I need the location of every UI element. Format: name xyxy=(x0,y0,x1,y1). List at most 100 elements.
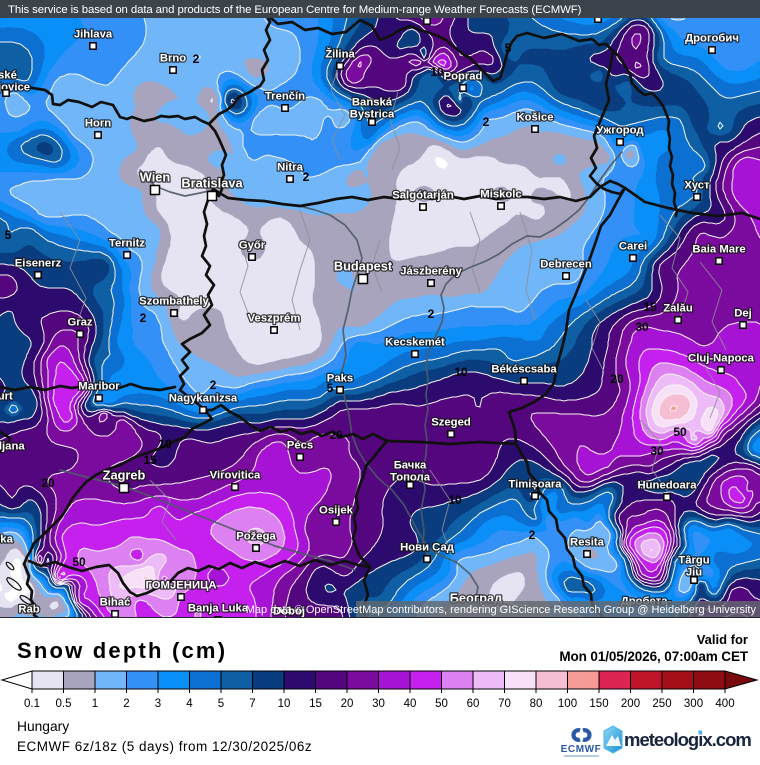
svg-text:60: 60 xyxy=(467,698,480,710)
svg-text:Košice: Košice xyxy=(516,112,553,124)
svg-text:300: 300 xyxy=(684,698,703,710)
svg-text:5: 5 xyxy=(505,41,512,55)
svg-text:50: 50 xyxy=(72,555,86,569)
svg-text:20: 20 xyxy=(329,428,343,442)
svg-text:Ужгород: Ужгород xyxy=(596,125,643,137)
svg-text:0.5: 0.5 xyxy=(56,698,72,710)
svg-text:Hunedoara: Hunedoara xyxy=(637,480,697,492)
svg-text:2: 2 xyxy=(140,311,147,325)
svg-text:15: 15 xyxy=(143,453,157,467)
svg-text:10: 10 xyxy=(278,698,291,710)
svg-text:200: 200 xyxy=(621,698,640,710)
svg-text:10: 10 xyxy=(448,493,462,507)
svg-text:Hungary: Hungary xyxy=(17,719,69,734)
svg-text:oljana: oljana xyxy=(0,441,25,453)
svg-text:Banja Luka: Banja Luka xyxy=(188,603,249,615)
svg-text:30: 30 xyxy=(650,444,664,458)
svg-text:Bystrica: Bystrica xyxy=(350,109,395,121)
svg-text:30: 30 xyxy=(372,698,385,710)
svg-text:Nagykanizsa: Nagykanizsa xyxy=(169,393,238,405)
svg-text:2: 2 xyxy=(483,115,490,129)
svg-text:400: 400 xyxy=(715,698,734,710)
svg-text:20: 20 xyxy=(341,698,354,710)
svg-text:This service is based on data: This service is based on data and produc… xyxy=(8,4,582,16)
svg-text:10: 10 xyxy=(158,437,172,451)
svg-text:Debrecen: Debrecen xyxy=(540,259,592,271)
svg-text:Győr: Győr xyxy=(239,240,266,252)
svg-text:Banská: Banská xyxy=(352,97,393,109)
svg-text:40: 40 xyxy=(404,698,417,710)
svg-text:Jihlava: Jihlava xyxy=(74,29,113,41)
svg-text:30: 30 xyxy=(635,320,649,334)
svg-text:Resita: Resita xyxy=(570,537,605,549)
svg-text:Poprad: Poprad xyxy=(444,71,483,83)
svg-text:4: 4 xyxy=(186,698,193,710)
svg-text:furt: furt xyxy=(0,391,13,403)
svg-text:Žilina: Žilina xyxy=(325,48,355,61)
svg-text:Bihać: Bihać xyxy=(100,597,131,609)
svg-text:Pécs: Pécs xyxy=(287,440,313,452)
svg-text:2: 2 xyxy=(210,378,217,392)
svg-text:Doboj: Doboj xyxy=(273,606,305,618)
svg-text:ské: ské xyxy=(0,70,17,82)
svg-text:2: 2 xyxy=(123,698,129,710)
svg-text:Maribor: Maribor xyxy=(78,381,120,393)
svg-text:Veszprém: Veszprém xyxy=(248,313,301,325)
svg-text:0.1: 0.1 xyxy=(24,698,40,710)
svg-text:Nitra: Nitra xyxy=(277,162,303,174)
svg-text:Timișoara: Timișoara xyxy=(508,479,562,491)
svg-text:2: 2 xyxy=(529,528,536,542)
svg-text:eka: eka xyxy=(0,534,14,546)
svg-text:ECMWF: ECMWF xyxy=(561,744,602,755)
svg-text:15: 15 xyxy=(643,300,657,314)
svg-text:Dej: Dej xyxy=(734,308,752,320)
svg-text:2: 2 xyxy=(193,52,200,66)
svg-text:20: 20 xyxy=(41,476,55,490)
svg-text:Osijek: Osijek xyxy=(319,505,354,517)
svg-text:Zagreb: Zagreb xyxy=(103,468,146,483)
svg-text:Zalău: Zalău xyxy=(663,303,693,315)
svg-text:Jiu: Jiu xyxy=(686,567,702,579)
svg-text:10: 10 xyxy=(430,65,444,79)
svg-text:50: 50 xyxy=(673,425,687,439)
svg-text:Mon 01/05/2026, 07:00am CET: Mon 01/05/2026, 07:00am CET xyxy=(559,649,749,664)
svg-text:1: 1 xyxy=(92,698,98,710)
svg-text:Rab: Rab xyxy=(18,604,39,616)
svg-text:Ternitz: Ternitz xyxy=(109,238,146,250)
svg-text:2: 2 xyxy=(428,307,435,321)
svg-text:Szombathely: Szombathely xyxy=(139,296,209,308)
svg-text:Brno: Brno xyxy=(160,53,186,65)
svg-text:meteologix.com: meteologix.com xyxy=(624,729,751,750)
svg-text:Bratislava: Bratislava xyxy=(181,176,243,191)
svg-text:5: 5 xyxy=(5,228,12,242)
svg-text:10: 10 xyxy=(454,365,468,379)
svg-text:Map data © OpenStreetMap contr: Map data © OpenStreetMap contributors, r… xyxy=(246,604,757,616)
svg-text:100: 100 xyxy=(558,698,577,710)
svg-text:Cluj-Napoca: Cluj-Napoca xyxy=(688,353,755,365)
svg-text:3: 3 xyxy=(155,698,161,710)
svg-text:Paks: Paks xyxy=(327,373,353,385)
svg-text:Horn: Horn xyxy=(85,118,111,130)
svg-text:ECMWF 6z/18z (5 days) from 12/: ECMWF 6z/18z (5 days) from 12/30/2025/06… xyxy=(17,739,312,754)
svg-text:50: 50 xyxy=(435,698,448,710)
svg-text:Нови Сад: Нови Сад xyxy=(400,542,454,554)
svg-text:70: 70 xyxy=(498,698,511,710)
svg-text:Kecskemét: Kecskemét xyxy=(385,337,445,349)
svg-text:15: 15 xyxy=(309,698,322,710)
svg-text:Salgótarján: Salgótarján xyxy=(392,190,454,202)
svg-text:Békéscsaba: Békéscsaba xyxy=(491,364,557,376)
svg-text:Топола: Топола xyxy=(390,472,431,484)
svg-text:7: 7 xyxy=(249,698,255,710)
svg-text:2: 2 xyxy=(303,170,310,184)
svg-text:Virovitica: Virovitica xyxy=(210,470,261,482)
svg-text:Jászberény: Jászberény xyxy=(400,266,462,278)
svg-text:Eisenerz: Eisenerz xyxy=(15,258,62,270)
svg-text:150: 150 xyxy=(589,698,608,710)
svg-text:Хуст: Хуст xyxy=(684,180,710,192)
svg-text:Graz: Graz xyxy=(67,317,92,329)
svg-text:Snow depth (cm): Snow depth (cm) xyxy=(17,638,227,663)
svg-text:Budapest: Budapest xyxy=(334,259,393,274)
svg-text:5: 5 xyxy=(218,698,224,710)
svg-text:Trenčín: Trenčín xyxy=(265,91,305,103)
svg-text:Požega: Požega xyxy=(236,531,276,543)
